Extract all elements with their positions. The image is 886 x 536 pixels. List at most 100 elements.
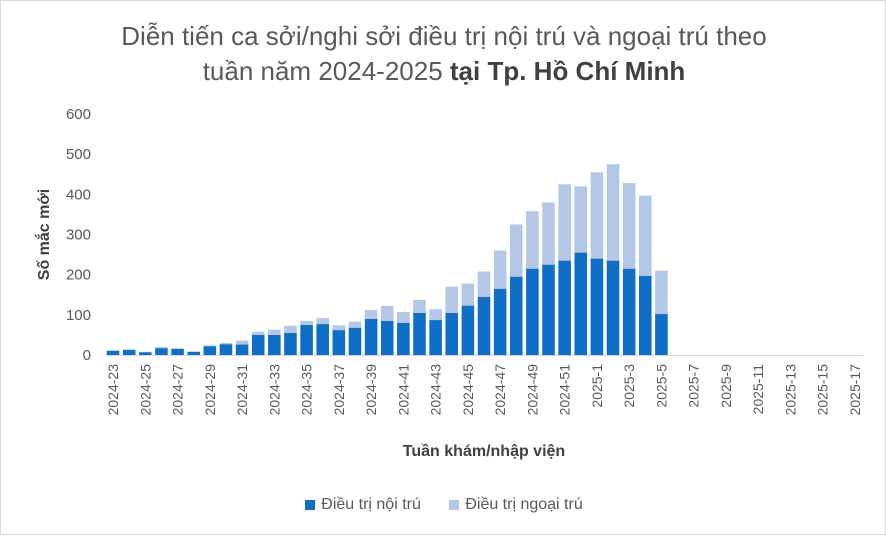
x-tick-label: 2024-37 — [331, 364, 347, 416]
bar-outpatient — [655, 271, 668, 314]
bar-inpatient — [300, 325, 313, 355]
bar-inpatient — [655, 314, 668, 355]
bar-inpatient — [591, 259, 604, 355]
bar-inpatient — [252, 335, 265, 355]
bar-inpatient — [220, 344, 233, 355]
bar-outpatient — [171, 348, 184, 349]
bar-outpatient — [429, 309, 442, 320]
y-tick-label: 100 — [66, 307, 91, 324]
x-tick-label: 2024-29 — [202, 364, 218, 416]
bars — [107, 164, 668, 355]
y-tick-label: 600 — [66, 106, 91, 123]
bar-outpatient — [268, 330, 281, 335]
bar-outpatient — [462, 284, 475, 306]
bar-outpatient — [542, 202, 555, 264]
legend-item-outpatient[interactable]: Điều trị ngoại trú — [449, 496, 582, 514]
bar-outpatient — [284, 326, 297, 333]
legend: Điều trị nội trú Điều trị ngoại trú — [1, 496, 886, 515]
bar-inpatient — [123, 350, 136, 355]
x-tick-label: 2024-41 — [395, 364, 411, 416]
bar-inpatient — [171, 349, 184, 355]
x-tick-label: 2025-3 — [621, 364, 637, 408]
x-tick-label: 2025-7 — [686, 364, 702, 408]
bar-outpatient — [413, 300, 426, 313]
legend-swatch-outpatient — [449, 500, 459, 510]
x-tick-label: 2024-31 — [234, 364, 250, 416]
bar-outpatient — [333, 325, 346, 330]
bar-inpatient — [607, 261, 620, 355]
x-tick-label: 2025-9 — [718, 364, 734, 408]
bar-inpatient — [187, 352, 200, 355]
bar-outpatient — [494, 251, 507, 289]
x-tick-label: 2024-45 — [460, 364, 476, 416]
bar-outpatient — [220, 343, 233, 344]
bar-outpatient — [607, 164, 620, 260]
bar-outpatient — [639, 196, 652, 276]
bar-inpatient — [349, 328, 362, 355]
legend-item-inpatient[interactable]: Điều trị nội trú — [305, 496, 421, 514]
x-axis-label: Tuần khám/nhập viện — [403, 443, 565, 460]
y-axis-ticks: 0 100 200 300 400 500 600 — [66, 106, 91, 364]
x-tick-label: 2025-5 — [653, 364, 669, 408]
bar-inpatient — [107, 351, 120, 355]
bar-inpatient — [574, 253, 587, 355]
y-tick-label: 200 — [66, 267, 91, 284]
bar-inpatient — [316, 324, 329, 355]
legend-label-outpatient: Điều trị ngoại trú — [465, 496, 582, 514]
x-tick-label: 2025-13 — [782, 364, 798, 416]
x-tick-label: 2024-25 — [137, 364, 153, 416]
bar-outpatient — [381, 306, 394, 321]
x-tick-label: 2024-23 — [105, 364, 121, 416]
bar-inpatient — [236, 345, 249, 355]
x-tick-label: 2024-39 — [363, 364, 379, 416]
bar-inpatient — [155, 348, 168, 355]
bar-inpatient — [284, 333, 297, 355]
bar-outpatient — [574, 186, 587, 252]
x-tick-label: 2024-47 — [492, 364, 508, 416]
bar-inpatient — [462, 306, 475, 355]
bar-inpatient — [139, 352, 152, 355]
bar-outpatient — [397, 312, 410, 323]
bar-inpatient — [526, 269, 539, 355]
y-tick-label: 500 — [66, 146, 91, 163]
bar-outpatient — [591, 172, 604, 258]
y-tick-label: 400 — [66, 186, 91, 203]
x-tick-label: 2024-43 — [428, 364, 444, 416]
bar-outpatient — [107, 350, 120, 351]
x-tick-label: 2025-15 — [815, 364, 831, 416]
bar-outpatient — [236, 341, 249, 345]
x-axis-ticks: 2024-23 2024-25 2024-27 2024-29 2024-31 2024-… — [105, 364, 863, 416]
bar-outpatient — [316, 318, 329, 324]
x-tick-label: 2024-27 — [170, 364, 186, 416]
bar-outpatient — [204, 345, 217, 346]
bar-inpatient — [333, 330, 346, 355]
bar-outpatient — [478, 271, 491, 296]
y-tick-label: 0 — [83, 347, 91, 364]
bar-outpatient — [445, 287, 458, 313]
x-tick-label: 2025-11 — [750, 364, 766, 415]
bar-outpatient — [558, 184, 571, 260]
y-axis-label: Số mắc mới — [34, 189, 53, 280]
y-tick-label: 300 — [66, 227, 91, 244]
bar-inpatient — [623, 269, 636, 355]
bar-inpatient — [204, 346, 217, 355]
bar-outpatient — [155, 347, 168, 348]
x-tick-label: 2024-33 — [266, 364, 282, 416]
legend-swatch-inpatient — [305, 500, 315, 510]
bar-inpatient — [542, 265, 555, 355]
bar-inpatient — [510, 277, 523, 355]
bar-outpatient — [623, 183, 636, 269]
bar-inpatient — [413, 313, 426, 355]
bar-inpatient — [429, 320, 442, 355]
bar-inpatient — [365, 319, 378, 355]
bar-inpatient — [494, 289, 507, 355]
bar-inpatient — [397, 323, 410, 355]
bar-inpatient — [268, 335, 281, 355]
bar-inpatient — [639, 276, 652, 355]
bar-inpatient — [478, 297, 491, 355]
bar-inpatient — [381, 321, 394, 355]
x-tick-label: 2024-51 — [557, 364, 573, 416]
bar-inpatient — [445, 313, 458, 355]
